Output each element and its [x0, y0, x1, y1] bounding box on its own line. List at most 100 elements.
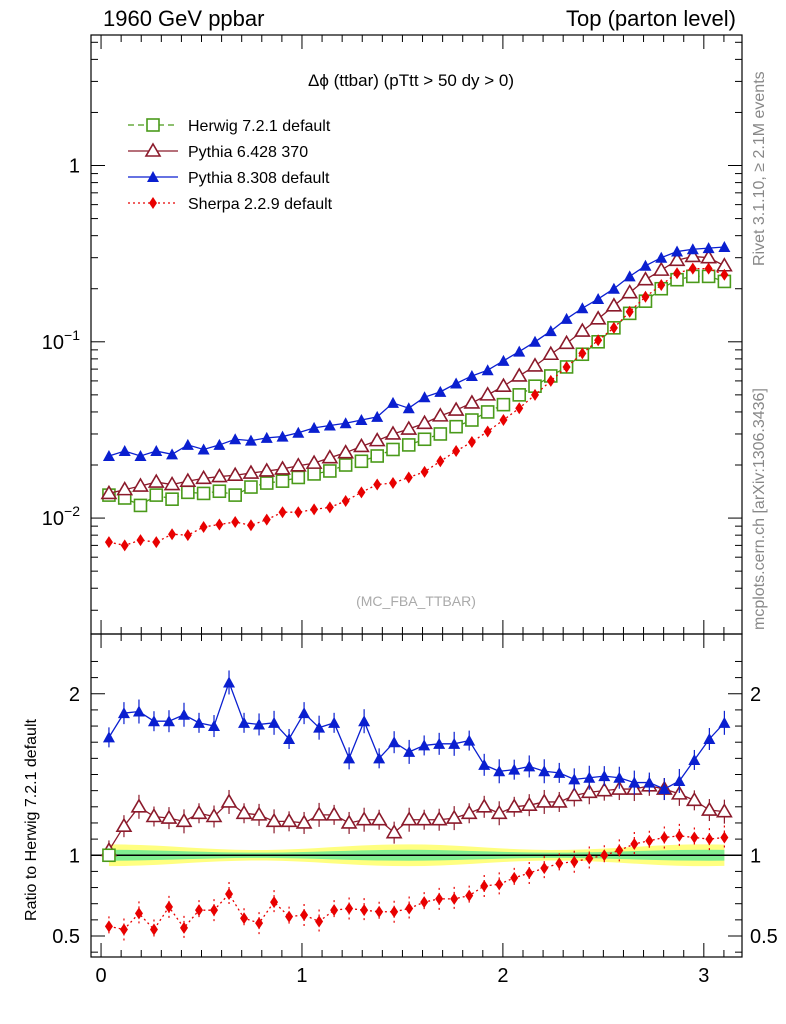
ratio-point-sherpa — [420, 896, 429, 909]
data-point-sherpa — [152, 536, 161, 549]
ratio-point-pythia6 — [415, 811, 433, 826]
data-point-pythia8 — [102, 449, 115, 461]
data-point-sherpa — [657, 278, 666, 291]
ratio-point-sherpa — [390, 905, 399, 918]
mcplots-source-label: mcplots.cern.ch [arXiv:1306.3436] — [751, 388, 768, 630]
ratio-point-pythia6 — [490, 804, 508, 820]
ratio-point-pythia8 — [193, 716, 206, 728]
data-point-pythia8 — [718, 240, 731, 252]
ratio-point-sherpa — [630, 837, 639, 850]
data-point-pythia6 — [558, 334, 575, 350]
ratio-point-sherpa — [255, 917, 264, 930]
ratio-point-pythia8 — [553, 766, 566, 778]
data-point-herwig — [465, 413, 479, 427]
data-point-sherpa — [562, 360, 571, 373]
header-title-left: 1960 GeV ppbar — [103, 6, 265, 31]
data-point-herwig — [386, 442, 400, 457]
data-point-sherpa — [420, 465, 429, 478]
ratio-point-sherpa — [345, 902, 354, 915]
data-point-pythia8 — [244, 434, 257, 446]
data-point-pythia8 — [213, 438, 226, 450]
ratio-point-sherpa — [690, 831, 699, 844]
series-line-sherpa — [108, 267, 725, 547]
ratio-point-sherpa — [645, 834, 654, 847]
ratio-point-pythia8 — [613, 771, 626, 783]
ratio-point-sherpa — [660, 831, 669, 844]
ratio-point-pythia6 — [520, 796, 538, 811]
ratio-point-sherpa — [179, 921, 188, 934]
ratio-point-sherpa — [675, 829, 684, 842]
data-point-herwig — [196, 486, 211, 501]
data-point-sherpa — [310, 503, 319, 516]
data-point-pythia8 — [292, 426, 305, 438]
data-point-herwig — [496, 397, 511, 412]
ratio-point-pythia6 — [220, 793, 238, 808]
data-point-herwig — [244, 480, 258, 494]
ratio-y-tick-label-right: 0.5 — [750, 926, 778, 948]
data-point-pythia8 — [450, 377, 463, 389]
ratio-point-pythia8 — [448, 737, 461, 749]
ratio-point-pythia8 — [718, 716, 731, 728]
ratio-point-pythia8 — [358, 715, 371, 727]
ratio-point-pythia8 — [388, 736, 401, 748]
data-point-pythia8 — [607, 282, 620, 294]
data-point-pythia8 — [702, 242, 715, 254]
data-point-sherpa — [467, 436, 476, 449]
analysis-watermark: (MC_FBA_TTBAR) — [356, 593, 476, 609]
ratio-point-pythia6 — [295, 814, 313, 829]
ratio-point-pythia8 — [508, 763, 521, 775]
ratio-point-pythia8 — [117, 707, 130, 719]
ratio-point-sherpa — [360, 904, 369, 917]
ratio-y-tick-label-left: 1 — [69, 845, 80, 867]
data-point-herwig — [433, 427, 448, 441]
data-point-pythia6 — [668, 251, 686, 267]
data-point-pythia8 — [386, 396, 399, 408]
data-point-herwig — [149, 488, 164, 502]
data-point-herwig — [370, 449, 384, 463]
data-point-sherpa — [531, 388, 540, 401]
legend: Herwig 7.2.1 default Pythia 6.428 370 Pyth… — [128, 118, 333, 213]
ratio-point-pythia6 — [565, 786, 583, 802]
data-point-herwig — [338, 458, 353, 472]
data-point-pythia8 — [118, 445, 131, 457]
legend-marker-pythia6 — [144, 142, 162, 157]
ratio-point-pythia6 — [250, 806, 268, 821]
data-point-sherpa — [704, 262, 713, 275]
rivet-version-label: Rivet 3.1.10, ≥ 2.1M events — [751, 71, 768, 266]
data-point-pythia8 — [639, 259, 652, 271]
data-point-sherpa — [168, 528, 177, 541]
data-point-herwig — [480, 405, 495, 419]
ratio-point-pythia6 — [325, 806, 343, 821]
ratio-point-sherpa — [240, 912, 249, 925]
ratio-point-pythia6 — [460, 804, 478, 820]
data-point-herwig — [165, 492, 179, 506]
data-point-pythia6 — [479, 386, 497, 401]
ratio-point-pythia6 — [370, 811, 388, 826]
ratio-plot-panel: 0 1 2 3 0.5 0.5 1 1 2 2 — [52, 620, 778, 987]
data-point-pythia8 — [181, 438, 194, 450]
ratio-point-pythia8 — [688, 753, 701, 765]
ratio-point-sherpa — [104, 920, 113, 933]
data-point-sherpa — [278, 506, 287, 519]
ratio-point-sherpa — [720, 831, 729, 844]
data-point-pythia8 — [497, 354, 510, 366]
data-point-pythia6 — [179, 472, 197, 487]
data-point-pythia6 — [337, 444, 355, 459]
ratio-point-pythia6 — [310, 806, 328, 821]
ratio-point-sherpa — [225, 888, 234, 901]
data-point-pythia6 — [305, 454, 323, 469]
data-point-pythia8 — [544, 325, 557, 337]
legend-marker-sherpa — [149, 197, 157, 209]
ratio-point-sherpa — [285, 910, 294, 923]
ratio-point-sherpa — [210, 904, 219, 917]
data-point-pythia8 — [465, 369, 478, 381]
data-point-herwig — [449, 419, 463, 434]
ratio-point-pythia8 — [568, 773, 581, 785]
data-point-sherpa — [404, 471, 413, 484]
ratio-point-pythia6 — [550, 793, 568, 808]
data-point-pythia6 — [100, 484, 118, 500]
ratio-point-sherpa — [450, 892, 459, 905]
ratio-point-pythia8 — [643, 776, 656, 788]
ratio-point-pythia8 — [463, 734, 476, 746]
